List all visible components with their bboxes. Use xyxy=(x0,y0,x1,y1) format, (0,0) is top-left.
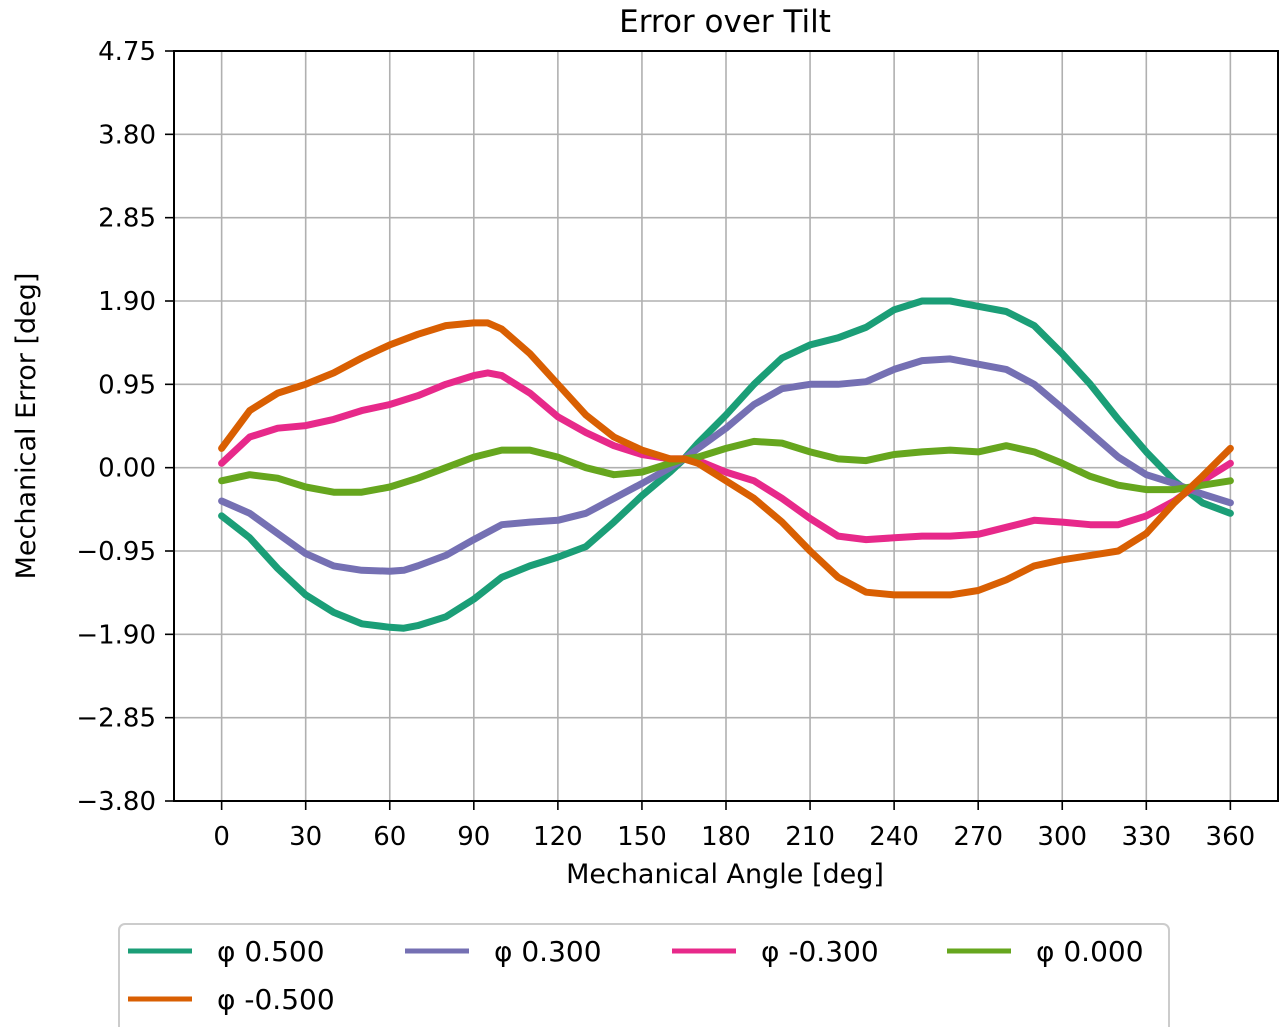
legend-label: φ 0.300 xyxy=(494,935,602,968)
legend-label: φ 0.000 xyxy=(1036,935,1144,968)
series-line-0 xyxy=(218,297,1234,632)
x-axis-title: Mechanical Angle [deg] xyxy=(566,859,884,890)
x-tick-label: 150 xyxy=(617,822,667,852)
y-tick-label: −3.80 xyxy=(76,787,156,817)
y-axis-title: Mechanical Error [deg] xyxy=(11,273,42,580)
x-tick-label: 300 xyxy=(1037,822,1087,852)
x-tick-label: 0 xyxy=(213,822,230,852)
y-tick-label: −0.95 xyxy=(76,537,156,567)
legend: φ 0.500 φ 0.300 φ -0.300 φ 0.000 φ -0.500 xyxy=(118,923,1170,1027)
x-tick-label: 30 xyxy=(289,822,322,852)
x-tick-label: 90 xyxy=(457,822,490,852)
legend-label: φ -0.500 xyxy=(217,983,335,1016)
y-tick-label: 0.95 xyxy=(98,370,156,400)
y-tick-label: 1.90 xyxy=(98,287,156,317)
y-tick-label: −1.90 xyxy=(76,620,156,650)
series-line-3 xyxy=(218,437,1234,496)
x-tick-label: 270 xyxy=(953,822,1003,852)
x-tick-label: 240 xyxy=(869,822,919,852)
series-line-1 xyxy=(218,355,1234,575)
y-tick-label: 3.80 xyxy=(98,120,156,150)
y-tick-label: 4.75 xyxy=(98,37,156,67)
legend-label: φ -0.300 xyxy=(761,935,879,968)
axis-ticks: 0 30 60 90 120 150 180 210 240 270 300 330 360 −3.80 −… xyxy=(76,37,1255,852)
y-tick-label: −2.85 xyxy=(76,704,156,734)
x-tick-label: 360 xyxy=(1206,822,1256,852)
chart-title: Error over Tilt xyxy=(619,4,831,40)
x-tick-label: 210 xyxy=(785,822,835,852)
legend-label: φ 0.500 xyxy=(217,935,325,968)
x-tick-label: 120 xyxy=(533,822,583,852)
x-tick-label: 60 xyxy=(373,822,406,852)
y-tick-label: 2.85 xyxy=(98,204,156,234)
y-tick-label: 0.00 xyxy=(98,454,156,484)
series-lines xyxy=(218,297,1234,632)
legend-items: φ 0.500 φ 0.300 φ -0.300 φ 0.000 φ -0.500 xyxy=(128,935,1144,1016)
legend-frame xyxy=(118,923,1170,1027)
x-tick-label: 180 xyxy=(701,822,751,852)
series-line-4 xyxy=(218,319,1234,599)
x-tick-label: 330 xyxy=(1121,822,1171,852)
